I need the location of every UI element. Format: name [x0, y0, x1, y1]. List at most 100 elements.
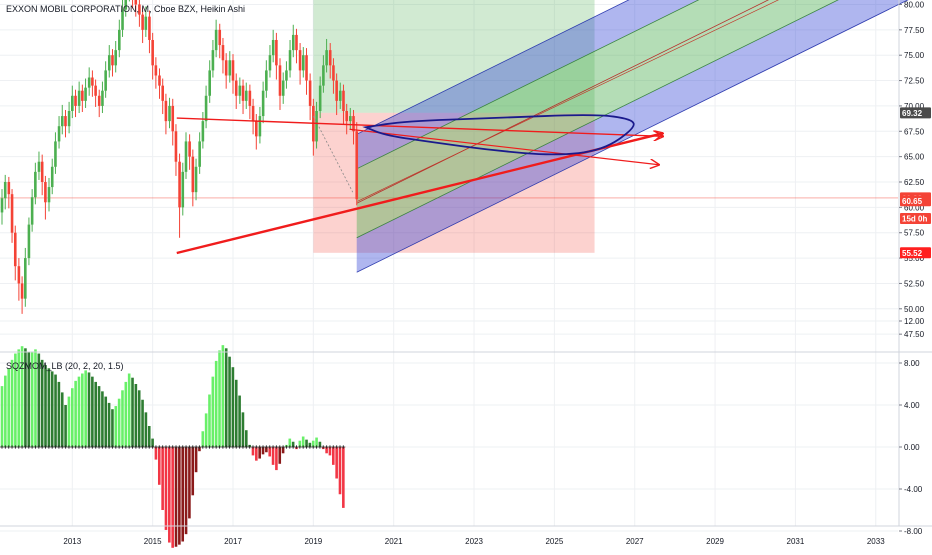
momentum-bar: [281, 447, 285, 454]
time-tick-label: 2025: [545, 537, 563, 546]
candle-body: [0, 198, 4, 213]
price-badge: [900, 213, 931, 225]
candle-body: [194, 166, 198, 193]
momentum-bar: [298, 440, 302, 447]
price-tick-label: 67.50: [904, 127, 925, 136]
momentum-bar: [214, 360, 218, 447]
candle-body: [241, 85, 245, 101]
candle-body: [342, 90, 345, 111]
price-tick-label: 70.00: [904, 102, 925, 111]
momentum-bar: [251, 447, 255, 456]
price-tick-label: 72.50: [904, 77, 925, 86]
candle-body: [60, 116, 64, 127]
time-tick-label: 2023: [465, 537, 483, 546]
momentum-bar: [238, 395, 241, 447]
momentum-bar: [275, 447, 278, 471]
candle-body: [338, 90, 342, 101]
momentum-tick-label: -4.00: [904, 485, 923, 494]
momentum-bar: [47, 368, 51, 447]
candle-body: [54, 141, 57, 167]
candle-body: [144, 16, 148, 30]
momentum-tick-label: 12.00: [904, 317, 925, 326]
candle-body: [248, 90, 252, 106]
momentum-bar: [328, 447, 332, 456]
candle-body: [291, 34, 295, 51]
momentum-bar: [154, 447, 158, 460]
candle-body: [37, 161, 41, 172]
price-tick-label: 55.00: [904, 254, 925, 263]
momentum-bar: [318, 441, 322, 447]
candle-body: [231, 60, 235, 81]
momentum-bar: [97, 386, 101, 447]
price-tick-label: 75.00: [904, 51, 925, 60]
candle-body: [352, 116, 355, 132]
candle-body: [268, 55, 272, 71]
momentum-bar: [164, 447, 168, 530]
momentum-bar: [57, 381, 61, 447]
momentum-bar: [261, 447, 265, 455]
grid-lines: [0, 0, 898, 532]
candle-body: [161, 85, 164, 101]
candle-body: [91, 77, 94, 86]
momentum-bar: [228, 356, 231, 447]
candle-body: [318, 85, 322, 111]
candle-body: [265, 70, 268, 91]
candle-body: [355, 131, 359, 200]
momentum-bar: [161, 447, 164, 510]
momentum-bar: [131, 377, 134, 447]
time-tick-label: 2015: [144, 537, 162, 546]
momentum-bar: [301, 436, 305, 447]
price-badge: [900, 107, 931, 119]
candle-body: [345, 110, 348, 122]
momentum-bar: [34, 349, 37, 447]
price-tick-label: 57.50: [904, 229, 925, 238]
momentum-bar: [147, 426, 151, 447]
momentum-bar: [127, 373, 131, 447]
candle-body: [118, 29, 121, 51]
stop-zone-box: [313, 112, 595, 253]
candle-body: [214, 29, 218, 51]
candle-body: [67, 110, 71, 127]
candle-body: [20, 283, 24, 299]
candle-body: [281, 80, 285, 96]
price-tick-label: 80.00: [904, 0, 925, 9]
momentum-bar: [141, 399, 144, 447]
momentum-bar: [198, 447, 201, 452]
candle-body: [97, 95, 101, 106]
candle-body: [3, 182, 7, 199]
momentum-tick-label: 0.00: [904, 443, 920, 452]
price-tick-label: 52.50: [904, 279, 925, 288]
price-badge-label: 60.65: [902, 197, 923, 206]
candle-body: [302, 55, 305, 71]
momentum-bar: [288, 438, 292, 447]
candle-body: [251, 105, 255, 122]
candle-body: [238, 85, 242, 96]
time-tick-label: 2017: [224, 537, 242, 546]
channel-outer-lower-line: [356, 0, 909, 273]
navy-ellipse-drawing: [362, 114, 635, 156]
candle-body: [315, 110, 318, 142]
momentum-bar: [77, 376, 81, 447]
momentum-bar: [124, 381, 128, 447]
momentum-bar: [70, 388, 74, 447]
momentum-bar: [221, 345, 225, 447]
momentum-bar: [40, 359, 44, 447]
candle-body: [285, 70, 288, 81]
momentum-bar: [181, 447, 185, 542]
momentum-bar: [211, 376, 215, 447]
momentum-bar: [241, 412, 245, 447]
price-badge-label: 55.52: [902, 249, 923, 258]
candle-body: [57, 126, 61, 142]
momentum-bar: [81, 373, 84, 447]
candle-body: [325, 50, 328, 66]
momentum-tick-label: 4.00: [904, 401, 920, 410]
momentum-bar: [174, 447, 178, 547]
candle-body: [204, 95, 208, 122]
candle-body: [124, 0, 128, 10]
momentum-bar: [315, 437, 318, 447]
red-arrow-line: [349, 128, 659, 165]
candle-body: [10, 194, 14, 233]
candle-body: [171, 105, 175, 132]
